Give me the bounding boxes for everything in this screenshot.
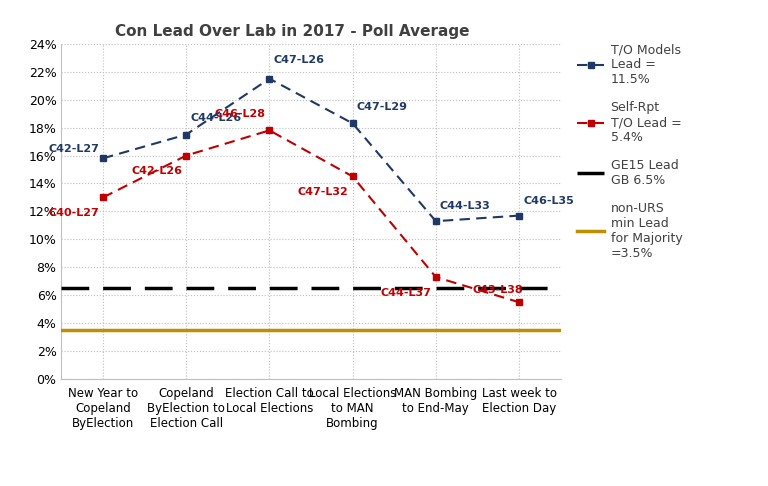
Text: C43-L38: C43-L38: [472, 285, 523, 295]
Text: C44-L37: C44-L37: [381, 288, 432, 298]
Text: Con Lead Over Lab in 2017 - Poll Average: Con Lead Over Lab in 2017 - Poll Average: [114, 24, 469, 39]
Text: C44-L33: C44-L33: [440, 201, 491, 211]
Text: C46-L28: C46-L28: [214, 109, 265, 119]
Text: C47-L26: C47-L26: [273, 55, 325, 65]
Text: C40-L27: C40-L27: [48, 208, 99, 218]
Text: C42-L26: C42-L26: [131, 167, 182, 176]
Legend: T/O Models
Lead =
11.5%, Self-Rpt
T/O Lead =
5.4%, GE15 Lead
GB 6.5%, non-URS
mi: T/O Models Lead = 11.5%, Self-Rpt T/O Le…: [577, 43, 683, 260]
Text: C44-L26: C44-L26: [190, 113, 241, 123]
Text: C42-L27: C42-L27: [48, 144, 99, 154]
Text: C47-L29: C47-L29: [357, 102, 408, 112]
Text: C47-L32: C47-L32: [298, 188, 349, 197]
Text: C46-L35: C46-L35: [523, 196, 574, 206]
